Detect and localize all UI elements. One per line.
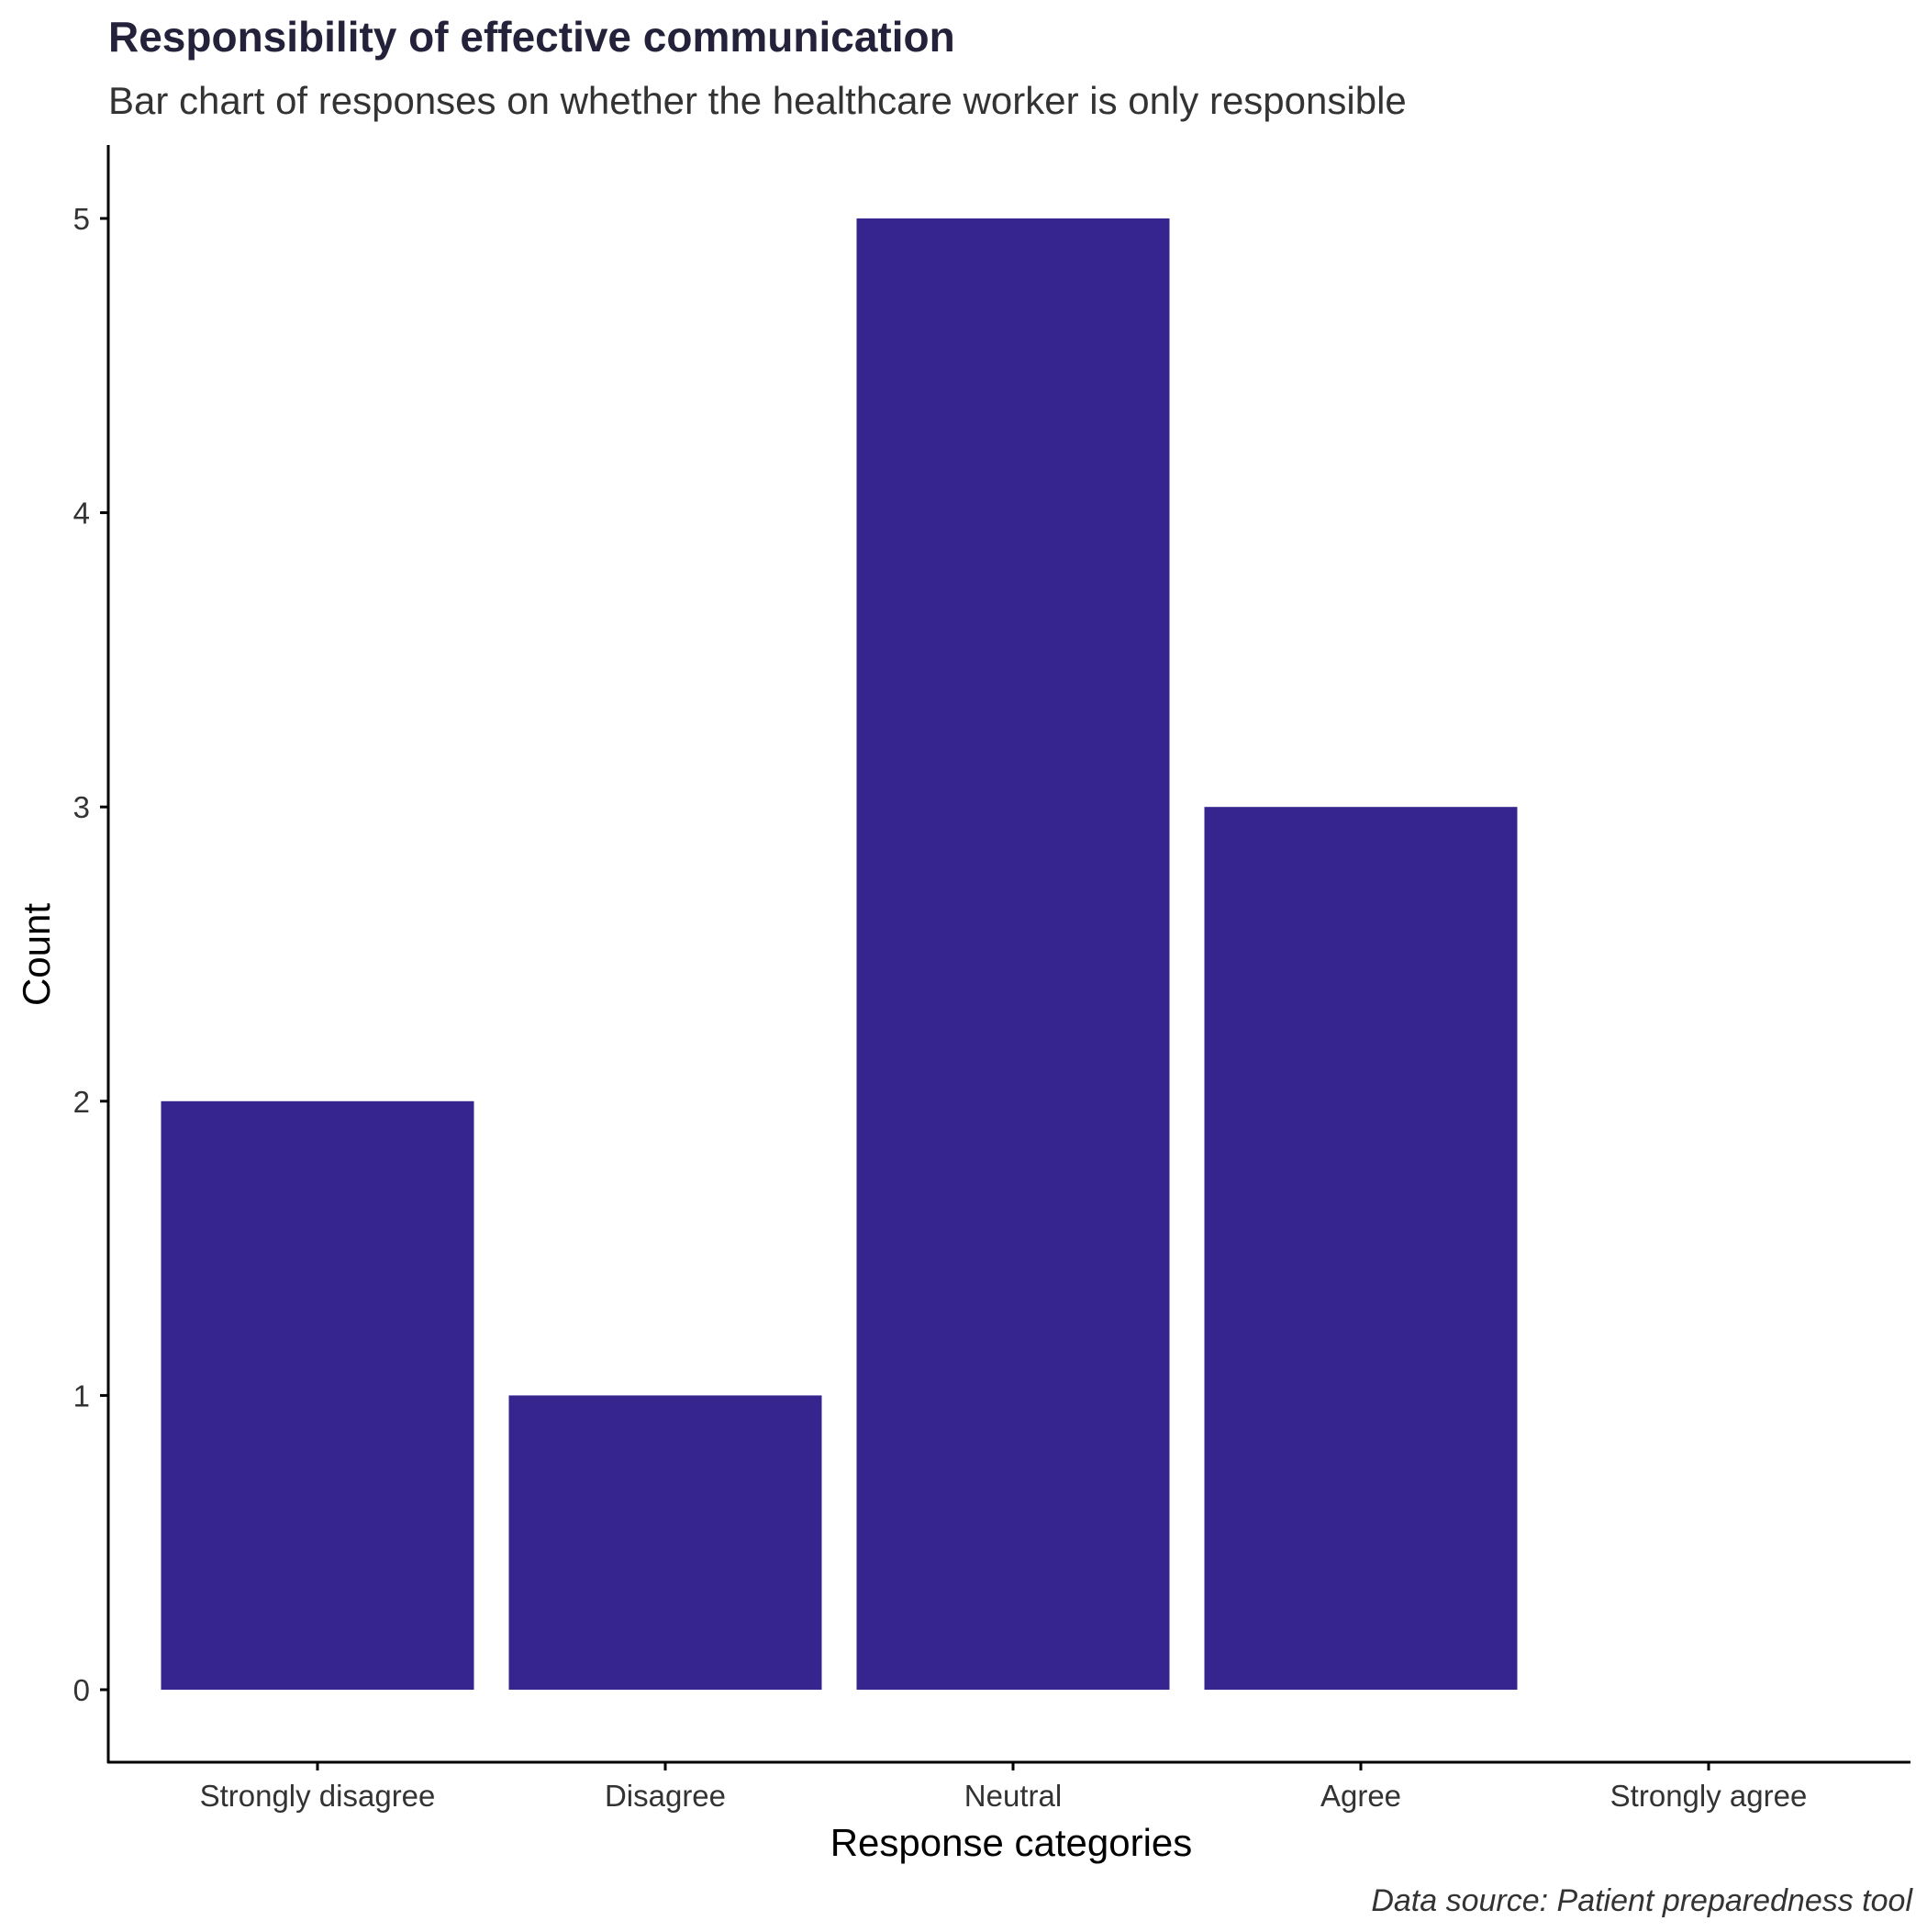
x-axis-title: Response categories <box>830 1821 1193 1864</box>
y-tick-label: 2 <box>73 1085 90 1119</box>
x-tick-label: Strongly disagree <box>200 1779 436 1813</box>
chart-title: Responsibility of effective communicatio… <box>108 13 955 61</box>
y-tick-label: 0 <box>73 1673 90 1707</box>
bar-neutral <box>856 218 1170 1690</box>
y-axis-ticks: 0 1 2 3 4 5 <box>73 202 108 1707</box>
y-tick-label: 1 <box>73 1379 90 1413</box>
x-tick-label: Neutral <box>964 1779 1062 1813</box>
x-axis-ticks: Strongly disagree Disagree Neutral Agree Str… <box>200 1762 1808 1813</box>
bar-strongly-disagree <box>161 1100 474 1690</box>
x-tick-label: Disagree <box>605 1779 726 1813</box>
bars-layer <box>161 218 1518 1690</box>
chart-subtitle: Bar chart of responses on whether the he… <box>108 79 1407 122</box>
x-tick-label: Agree <box>1320 1779 1401 1813</box>
y-tick-label: 4 <box>73 497 90 530</box>
x-tick-label: Strongly agree <box>1610 1779 1808 1813</box>
bar-agree <box>1204 807 1518 1690</box>
y-tick-label: 3 <box>73 790 90 824</box>
chart-caption: Data source: Patient preparedness tool <box>1371 1883 1913 1918</box>
y-tick-label: 5 <box>73 202 90 236</box>
bar-disagree <box>508 1395 822 1690</box>
y-axis-title: Count <box>15 903 58 1006</box>
